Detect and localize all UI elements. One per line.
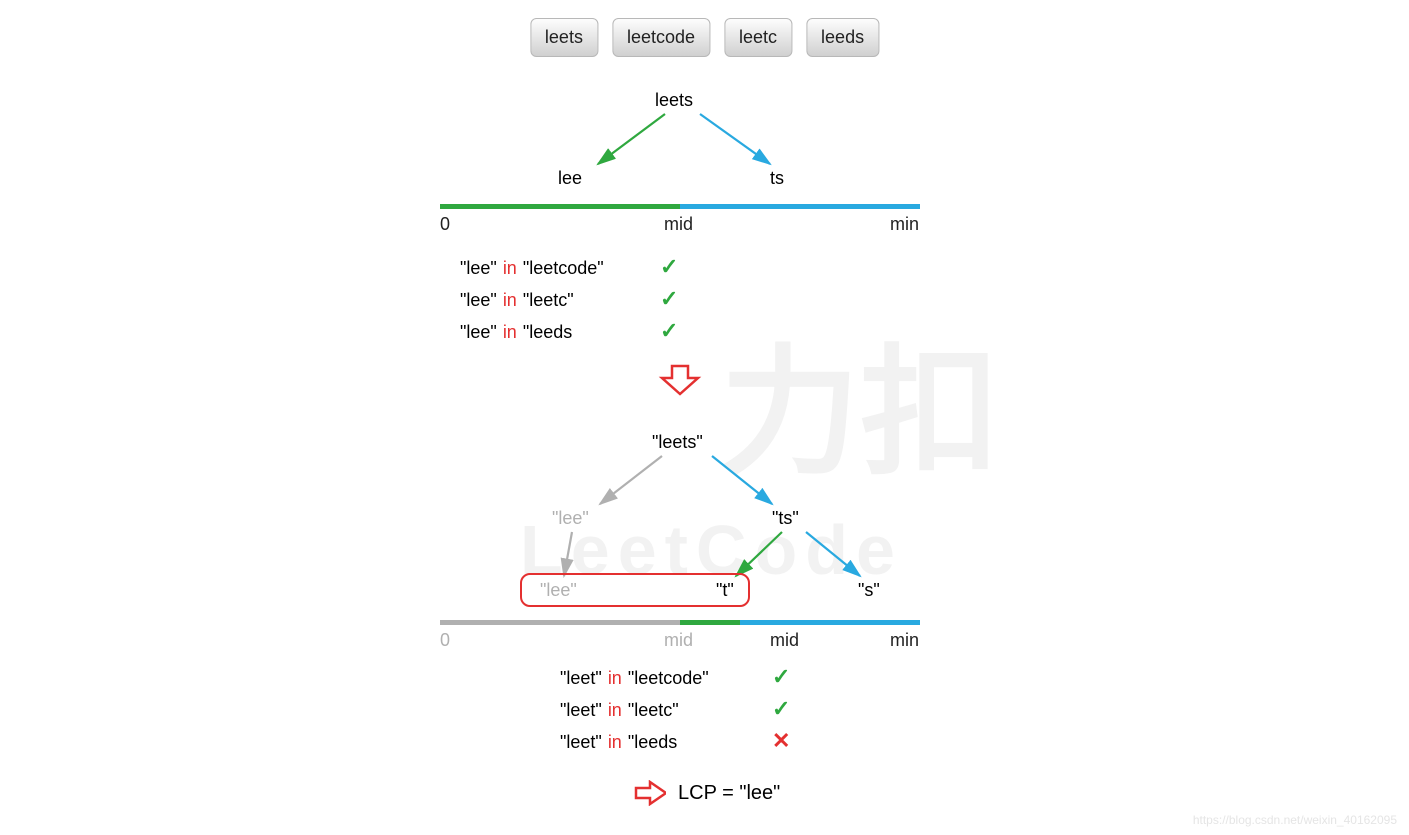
result-text: LCP = "lee" — [678, 782, 780, 805]
result-row: LCP = "lee" — [634, 780, 780, 806]
check-icon: ✓ — [772, 696, 790, 722]
tree2-arrows — [0, 0, 1409, 835]
check2-row-1: "leet" in "leetc" — [560, 700, 679, 721]
bar2-lbl-mid: mid — [770, 630, 799, 651]
bar2-lbl-mid-gray: mid — [664, 630, 693, 651]
check2-marks: ✓ ✓ ✕ — [772, 664, 790, 754]
check2-row-0: "leet" in "leetcode" — [560, 668, 709, 689]
right-arrow-icon — [634, 780, 666, 806]
watermark-url: https://blog.csdn.net/weixin_40162095 — [1193, 813, 1397, 827]
check-icon: ✓ — [772, 664, 790, 690]
bar2-seg3 — [740, 620, 920, 625]
highlight-box — [520, 573, 750, 607]
check2-row-2: "leet" in "leeds — [560, 732, 677, 753]
bar2-lbl-start: 0 — [440, 630, 450, 651]
bar2-seg2 — [680, 620, 740, 625]
x-icon: ✕ — [772, 728, 790, 754]
bar2-seg1 — [440, 620, 680, 625]
bar2-lbl-end: min — [890, 630, 919, 651]
